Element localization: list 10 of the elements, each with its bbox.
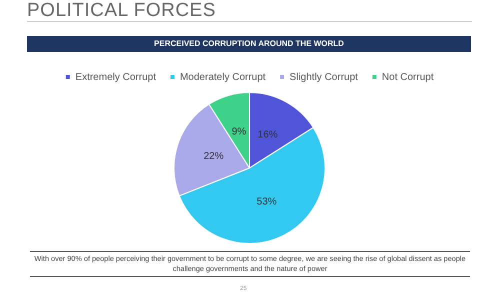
legend-label: Extremely Corrupt: [75, 72, 156, 83]
data-label: 22%: [204, 151, 224, 162]
data-label: 16%: [258, 130, 278, 141]
chart-title: POLITICAL FORCES: [27, 0, 216, 22]
chart-subtitle: PERCEIVED CORRUPTION AROUND THE WORLD: [27, 36, 471, 52]
data-label: 9%: [232, 126, 246, 138]
data-label: 53%: [256, 196, 277, 208]
legend-label: Not Corrupt: [382, 72, 434, 83]
legend-label: Slightly Corrupt: [290, 72, 358, 83]
legend-label: Moderately Corrupt: [180, 72, 266, 83]
